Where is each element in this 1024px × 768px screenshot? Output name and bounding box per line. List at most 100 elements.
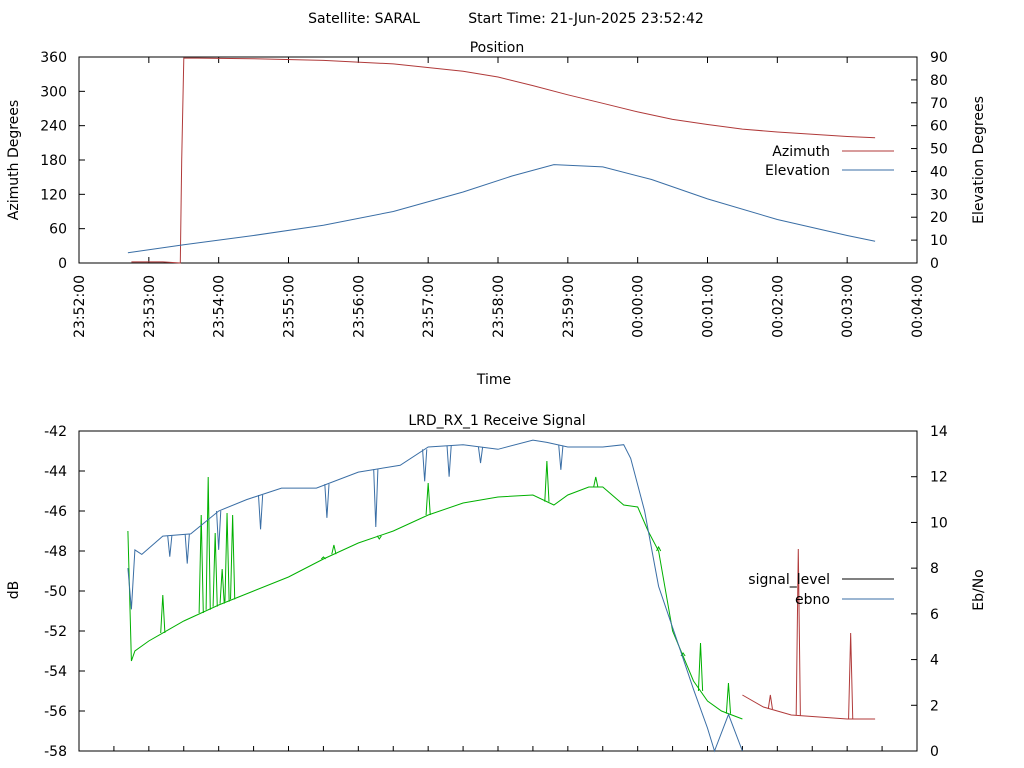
position-y2tick-label: 0 (930, 256, 939, 272)
signal-ytick-label: -58 (44, 744, 67, 760)
signal-series-ebno-dip (558, 445, 564, 470)
signal-series-ebno-line (127, 439, 743, 753)
legend-label-elevation: Elevation (765, 163, 830, 179)
signal-ytick-label: -48 (44, 544, 67, 560)
legend-label-signal-level: signal_level (748, 572, 830, 588)
position-xtick-label: 23:53:00 (142, 275, 158, 338)
position-y2tick-label: 80 (930, 73, 948, 89)
signal-chart: LRD_RX_1 Receive Signal -58 -56 -54 -52 -50 -… (6, 413, 987, 760)
signal-y2tick-label: 8 (930, 561, 939, 577)
signal-series-signal-level-spike (656, 545, 662, 552)
position-chart: Position 0 60 120 180 240 300 360 0 10 20 30 40 50 60… (6, 40, 987, 388)
position-y2tick-label: 10 (930, 233, 948, 249)
position-y2tick-label: 20 (930, 210, 948, 226)
position-ytick-label: 360 (40, 50, 67, 66)
position-xtick-label: 00:01:00 (701, 275, 717, 338)
position-xtick-label: 23:58:00 (491, 275, 507, 338)
signal-series-signal-level-tail-line (742, 694, 876, 720)
position-y2tick-label: 30 (930, 187, 948, 203)
signal-series-signal-level-spike (224, 512, 230, 602)
signal-y2tick-label: 6 (930, 607, 939, 623)
signal-series-signal-level-spike (160, 594, 166, 634)
position-ytick-label: 0 (58, 256, 67, 272)
signal-series-ebno-dip (184, 534, 190, 564)
signal-series-ebno-dip (257, 494, 264, 530)
position-xlabel: Time (476, 372, 511, 388)
position-xtick-label: 23:56:00 (351, 275, 367, 338)
position-ytick-label: 300 (40, 84, 67, 100)
signal-ytick-label: -50 (44, 584, 67, 600)
signal-series-ebno-dip (446, 445, 452, 477)
position-ylabel: Azimuth Degrees (6, 100, 22, 220)
signal-ytick-label: -56 (44, 704, 67, 720)
signal-series-signal-level-spike (331, 544, 337, 555)
signal-series-signal-level-spike (205, 476, 211, 610)
position-ytick-label: 180 (40, 153, 67, 169)
position-y2tick-label: 40 (930, 164, 948, 180)
position-y2label: Elevation Degrees (971, 96, 987, 224)
position-y2tick-label: 70 (930, 96, 948, 112)
position-xtick-label: 00:03:00 (840, 275, 856, 338)
signal-ytick-label: -42 (44, 424, 67, 440)
position-xtick-label: 23:52:00 (72, 275, 88, 338)
signal-series-ebno-dip (324, 484, 330, 518)
position-xtick-label: 00:00:00 (631, 275, 647, 338)
signal-y2tick-label: 12 (930, 470, 948, 486)
position-xtick-label: 00:04:00 (910, 275, 926, 338)
signal-series-ebno-dip (477, 446, 484, 464)
satellite-label: Satellite: SARAL (308, 11, 420, 27)
signal-legend: signal_level ebno (748, 572, 894, 608)
signal-ylabel: dB (6, 581, 22, 600)
position-xtick-label: 23:54:00 (212, 275, 228, 338)
signal-ytick-label: -52 (44, 624, 67, 640)
signal-plot-frame (78, 430, 918, 752)
position-series-elevation-line (127, 164, 876, 254)
signal-series-signal-level-spike (376, 535, 382, 540)
position-y2tick-label: 60 (930, 119, 948, 135)
position-series-azimuth-line (131, 57, 876, 264)
signal-series-ebno-dip (422, 449, 428, 482)
signal-y2tick-label: 2 (930, 698, 939, 714)
signal-y2label: Eb/No (971, 569, 987, 611)
position-xtick-label: 23:55:00 (282, 275, 298, 338)
signal-y2tick-label: 4 (930, 653, 939, 669)
position-ytick-label: 60 (49, 222, 67, 238)
signal-series-ebno-dip (373, 469, 379, 528)
position-y2tick-label: 90 (930, 50, 948, 66)
signal-y2tick-label: 0 (930, 744, 939, 760)
position-ytick-label: 240 (40, 119, 67, 135)
signal-series-signal-level-spike (212, 532, 218, 607)
signal-series-signal-level-spike (198, 514, 204, 614)
position-xtick-label: 00:02:00 (770, 275, 786, 338)
signal-series-ebno-dip (167, 535, 173, 557)
signal-series-signal-level-spike (593, 476, 599, 488)
signal-series-signal-level-spike (725, 682, 732, 714)
signal-ytick-label: -44 (44, 464, 67, 480)
signal-ytick-label: -46 (44, 504, 67, 520)
signal-series-signal-level-tail-spike (767, 694, 773, 710)
position-legend: Azimuth Elevation (765, 144, 894, 179)
signal-series-signal-level-spike (320, 556, 326, 560)
position-plot-frame (78, 56, 918, 264)
signal-series-signal-level-tail-spike (848, 632, 854, 720)
signal-series-signal-level-spike (230, 514, 236, 600)
signal-y2tick-label: 14 (930, 424, 948, 440)
position-y2tick-label: 50 (930, 142, 948, 158)
legend-label-ebno: ebno (795, 592, 830, 608)
signal-series-signal-level-spike (697, 642, 704, 692)
signal-series-ebno-dip (216, 510, 222, 550)
start-time-label: Start Time: 21-Jun-2025 23:52:42 (468, 11, 704, 27)
position-xtick-label: 23:57:00 (421, 275, 437, 338)
signal-series-signal-level-tail-spike (795, 548, 801, 716)
signal-series-signal-level-spike (425, 482, 431, 516)
signal-series-signal-level-line (127, 486, 743, 720)
position-xtick-label: 23:59:00 (561, 275, 577, 338)
signal-title: LRD_RX_1 Receive Signal (408, 413, 585, 429)
legend-label-azimuth: Azimuth (772, 144, 830, 160)
signal-series-signal-level-spike (219, 568, 225, 604)
signal-series-signal-level-spike (544, 460, 550, 502)
position-title: Position (470, 40, 525, 56)
position-ytick-label: 120 (40, 187, 67, 203)
signal-ytick-label: -54 (44, 664, 67, 680)
